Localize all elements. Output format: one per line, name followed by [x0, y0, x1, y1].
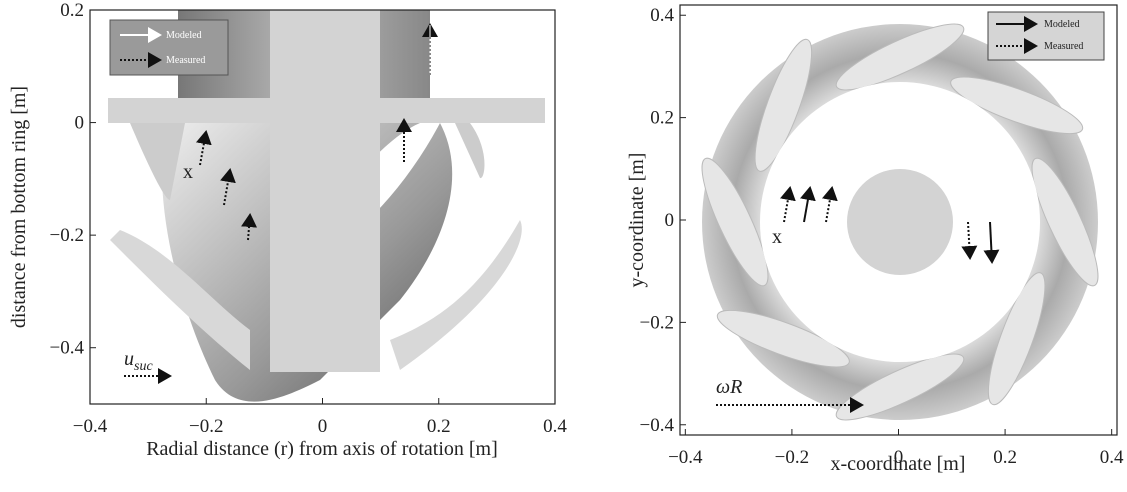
y-tick-label: −0.4: [640, 415, 675, 436]
x-tick-label: −0.4: [73, 416, 108, 437]
y-tick-label: 0: [75, 113, 85, 134]
annotation: x: [772, 226, 782, 248]
y-tick-label: 0.4: [650, 5, 674, 26]
y-tick-label: −0.4: [50, 338, 85, 359]
figure: Modeled Measured x usuc Modeled Measured…: [0, 0, 1127, 492]
y-tick-label: −0.2: [640, 312, 674, 333]
y-tick-label: −0.2: [50, 225, 84, 246]
annotation-symbol: u: [124, 348, 134, 370]
runner-top-view: [691, 12, 1109, 431]
x-tick-label: 0.4: [543, 416, 567, 437]
annotation: x: [183, 161, 193, 183]
y-axis-label: y-coordinate [m]: [626, 153, 648, 288]
runner-side-view: [108, 10, 545, 402]
x-axis-label: Radial distance (r) from axis of rotatio…: [146, 438, 498, 460]
x-tick-label: −0.2: [775, 447, 809, 468]
x-tick-label: 0: [318, 416, 328, 437]
x-tick-label: 0.2: [993, 447, 1017, 468]
annotation-subscript: suc: [134, 359, 153, 374]
y-axis-label: distance from bottom ring [m]: [8, 86, 30, 328]
x-axis-label: x-coordinate [m]: [831, 453, 966, 475]
legend-entry: Measured: [1044, 41, 1083, 52]
annotation: usuc: [124, 348, 153, 374]
x-tick-label: −0.4: [668, 447, 703, 468]
annotation: ωR: [716, 376, 742, 398]
y-tick-label: 0.2: [60, 0, 84, 21]
legend-entry: Modeled: [1044, 19, 1080, 30]
x-tick-label: 0.4: [1100, 447, 1124, 468]
x-tick-label: −0.2: [189, 416, 223, 437]
x-tick-label: 0.2: [427, 416, 451, 437]
y-tick-label: 0.2: [650, 108, 674, 129]
legend-entry: Measured: [166, 55, 205, 66]
y-tick-label: 0: [665, 210, 675, 231]
legend-entry: Modeled: [166, 30, 202, 41]
